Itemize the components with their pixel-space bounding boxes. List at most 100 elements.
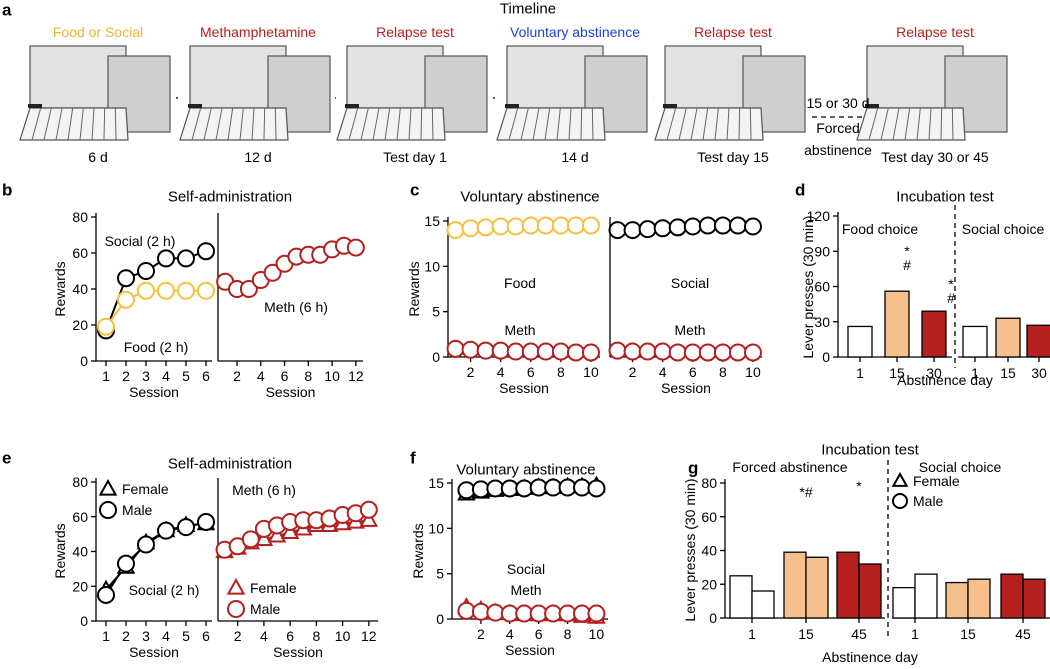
x-tick-label: 1 xyxy=(102,368,110,384)
marker xyxy=(491,341,510,360)
marker xyxy=(623,342,642,361)
cage-grid xyxy=(532,107,540,141)
cage-grid xyxy=(544,107,551,141)
legend-marker xyxy=(892,493,908,509)
y-tick-label: 40 xyxy=(72,281,88,297)
cage-grid xyxy=(67,107,74,141)
cage-grid xyxy=(274,107,277,141)
bar xyxy=(783,551,807,619)
legend-label: Female xyxy=(122,481,169,497)
marker xyxy=(446,221,465,240)
group-label: Food choice xyxy=(842,221,918,237)
stage-label: Voluntary abstinence xyxy=(510,24,640,40)
x-tick-label: 8 xyxy=(719,364,727,380)
x-tick-label: 8 xyxy=(557,364,565,380)
cage-grid xyxy=(239,107,244,141)
y-tick-label: 5 xyxy=(432,304,440,320)
marker xyxy=(157,281,175,300)
x-tick-label: 2 xyxy=(233,368,241,384)
bar xyxy=(892,586,916,619)
annotation: Meth xyxy=(510,582,541,598)
y-tick-label: 15 xyxy=(424,213,440,229)
cage-grid xyxy=(916,107,921,141)
legend-marker xyxy=(227,600,245,618)
y-tick-label: 60 xyxy=(701,509,717,525)
marker xyxy=(117,269,135,288)
bar xyxy=(995,317,1021,358)
cage-grid xyxy=(726,107,730,141)
cage-grid xyxy=(227,107,234,141)
marker xyxy=(521,216,540,235)
marker xyxy=(581,216,600,235)
y-axis-label: Lever presses (30 min) xyxy=(682,478,698,621)
bar xyxy=(1022,578,1046,619)
cage-grid xyxy=(420,107,423,141)
x-axis-label: Session xyxy=(499,380,549,396)
marker xyxy=(608,221,627,240)
x-tick-label: 2 xyxy=(122,368,130,384)
gap-duration: 15 or 30 d xyxy=(806,95,869,111)
series-label: Food (2 h) xyxy=(124,339,189,355)
marker xyxy=(117,290,135,309)
y-tick-label: 60 xyxy=(72,245,88,261)
stage-label: Food or Social xyxy=(53,24,143,40)
x-tick-label: 6 xyxy=(527,364,535,380)
cage-grid xyxy=(556,107,561,141)
x-tick-label: 4 xyxy=(257,368,265,384)
x-tick-label: 10 xyxy=(335,628,351,644)
legend-label: Male xyxy=(122,502,153,518)
marker xyxy=(263,263,282,282)
marker xyxy=(566,343,585,362)
marker xyxy=(197,281,215,300)
cage-grid xyxy=(91,107,95,141)
x-tick-label: 6 xyxy=(535,626,543,642)
y-axis-label: Rewards xyxy=(52,523,68,578)
marker xyxy=(653,219,672,238)
cage-grid xyxy=(951,107,954,141)
chart-title: Self-administration xyxy=(168,189,292,206)
x-tick-label: 1 xyxy=(911,626,919,642)
panel-label: e xyxy=(2,449,11,468)
stage-duration: 6 d xyxy=(88,149,107,165)
x-axis-label: Abstinence day xyxy=(822,649,918,665)
legend-label: Male xyxy=(913,493,944,509)
legend-label: Female xyxy=(250,580,297,596)
panel-label: a xyxy=(2,1,12,20)
x-tick-label: 15 xyxy=(798,626,814,642)
cage-grid xyxy=(263,107,266,141)
y-tick-label: 80 xyxy=(72,474,88,490)
marker xyxy=(551,342,570,361)
marker xyxy=(638,220,657,239)
bar xyxy=(967,578,991,619)
cage-grid xyxy=(580,107,583,141)
cage-grid xyxy=(348,107,359,141)
cage-grid xyxy=(251,107,255,141)
chart-title: Voluntary abstinence xyxy=(456,462,595,479)
stage-label: Methamphetamine xyxy=(200,24,316,40)
cage-grid xyxy=(431,107,434,141)
lever xyxy=(865,104,879,108)
y-tick-label: 20 xyxy=(72,317,88,333)
x-tick-label: 1 xyxy=(971,365,979,381)
annotation: * xyxy=(948,276,954,292)
y-tick-label: 0 xyxy=(432,349,440,365)
marker xyxy=(177,518,195,537)
marker xyxy=(461,219,480,238)
stage-label: Relapse test xyxy=(694,24,772,40)
legend-label: Male xyxy=(250,601,281,617)
lever xyxy=(188,104,202,108)
x-tick-label: 10 xyxy=(589,626,605,642)
y-tick-label: 10 xyxy=(428,520,444,536)
marker xyxy=(506,217,525,236)
marker xyxy=(653,342,672,361)
bar xyxy=(847,325,873,358)
x-tick-label: 2 xyxy=(467,364,475,380)
y-tick-label: 15 xyxy=(428,475,444,491)
x-tick-label: 6 xyxy=(286,628,294,644)
marker xyxy=(446,339,465,358)
x-tick-label: 30 xyxy=(1031,365,1047,381)
cage-grid xyxy=(103,107,106,141)
panel-label: d xyxy=(795,181,805,200)
y-tick-label: 40 xyxy=(72,544,88,560)
marker xyxy=(491,217,510,236)
